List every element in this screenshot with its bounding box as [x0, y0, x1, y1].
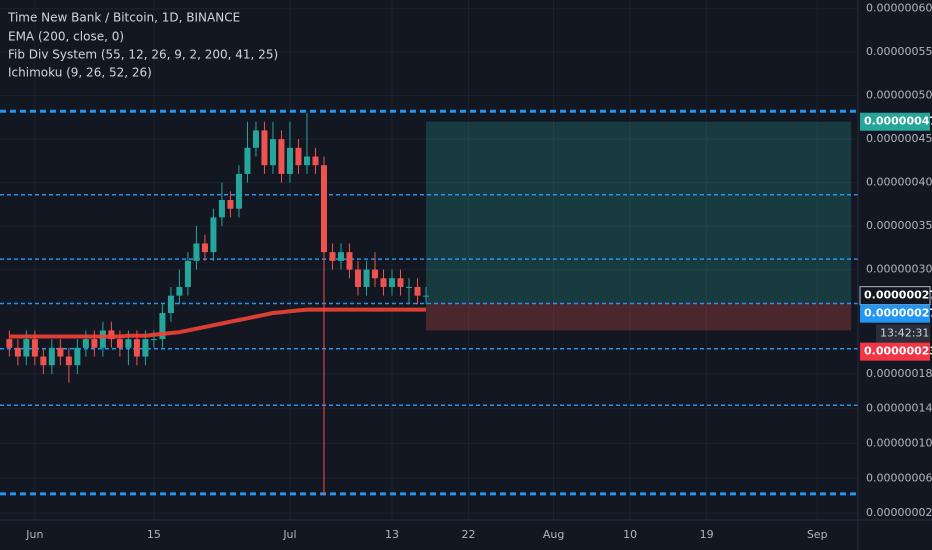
x-tick-label: 19: [700, 528, 714, 541]
candle-body: [142, 339, 149, 357]
candle-body: [354, 269, 361, 287]
candle-body: [6, 339, 13, 348]
candle-body: [99, 330, 106, 348]
candle-body: [295, 147, 302, 166]
candle-body: [303, 156, 310, 166]
candle-body: [337, 252, 344, 261]
x-tick-label: 10: [623, 528, 637, 541]
indicator-label: EMA (200, close, 0): [8, 30, 124, 44]
countdown: 13:42:31: [880, 327, 929, 340]
candle-body: [57, 347, 64, 357]
loss-zone: [426, 302, 852, 331]
candle-body: [218, 200, 225, 218]
y-tick-label: 0.00000035: [866, 219, 932, 232]
countdown-box: [876, 324, 930, 343]
candle-body: [389, 278, 396, 287]
plot-area: [0, 0, 858, 520]
candle-body: [346, 252, 353, 270]
price-label: 0.00000027: [864, 289, 932, 302]
x-tick-label: 22: [462, 528, 476, 541]
y-tick-label: 0.00000006: [866, 471, 932, 484]
candle-body: [40, 356, 47, 366]
price-label: 0.00000023: [864, 345, 932, 358]
y-tick-label: 0.00000055: [866, 45, 932, 58]
candle-body: [133, 339, 140, 357]
price-label-box: [860, 304, 930, 323]
x-tick-label: Aug: [543, 528, 564, 541]
price-label-box: [860, 112, 930, 131]
candle-body: [261, 130, 268, 166]
candle-body: [48, 347, 55, 366]
candle-body: [65, 356, 72, 366]
y-tick-label: 0.00000060: [866, 2, 932, 15]
candle-body: [227, 200, 234, 209]
candle-body: [414, 286, 421, 296]
candle-body: [31, 339, 38, 357]
candle-body: [167, 295, 174, 314]
indicator-label: Ichimoku (9, 26, 52, 26): [8, 66, 152, 80]
chart-title: Time New Bank / Bitcoin, 1D, BINANCE: [7, 11, 240, 25]
candle-body: [116, 339, 123, 348]
y-tick-label: 0.00000040: [866, 176, 932, 189]
x-tick-label: Jul: [282, 528, 296, 541]
candle-body: [406, 286, 413, 288]
candle-body: [397, 278, 404, 287]
candle-body: [201, 243, 208, 253]
ema-line: [9, 307, 426, 339]
candle-body: [150, 339, 157, 341]
y-tick-label: 0.00000010: [866, 436, 932, 449]
y-tick-label: 0.00000018: [866, 367, 932, 380]
x-tick-label: Jun: [25, 528, 43, 541]
candle-body: [23, 339, 30, 357]
candle-body: [286, 147, 293, 174]
price-label: 0.00000047: [864, 115, 932, 128]
y-tick-label: 0.00000002: [866, 506, 932, 519]
candle-body: [14, 347, 21, 357]
candle-body: [269, 139, 276, 166]
y-tick-label: 0.00000045: [866, 132, 932, 145]
candle-body: [176, 286, 183, 296]
price-label-box: [860, 342, 930, 361]
y-tick-label: 0.00000014: [866, 402, 932, 415]
x-tick-label: 13: [385, 528, 399, 541]
candle-body: [91, 339, 98, 348]
candle-body: [252, 130, 259, 148]
candle-body: [423, 295, 430, 297]
price-label: 0.00000027: [864, 307, 932, 320]
candle-body: [125, 339, 132, 348]
candle-body: [235, 173, 242, 209]
candle-body: [363, 269, 370, 287]
candle-body: [329, 252, 336, 261]
candle-body: [184, 260, 191, 287]
candle-body: [278, 139, 285, 174]
candle-body: [74, 347, 81, 366]
candle-body: [82, 339, 89, 348]
x-tick-label: Sep: [807, 528, 828, 541]
y-tick-label: 0.00000030: [866, 263, 932, 276]
profit-zone: [426, 121, 852, 303]
candle-body: [210, 217, 217, 253]
candle-body: [380, 278, 387, 287]
candle-body: [312, 156, 319, 166]
indicator-label: Fib Div System (55, 12, 26, 9, 2, 200, 4…: [8, 48, 278, 62]
candle-body: [320, 165, 327, 253]
y-tick-label: 0.00000050: [866, 89, 932, 102]
candle-body: [193, 243, 200, 261]
candle-body: [244, 147, 251, 174]
candle-body: [159, 313, 166, 340]
x-tick-label: 15: [147, 528, 161, 541]
candle-body: [372, 269, 379, 279]
